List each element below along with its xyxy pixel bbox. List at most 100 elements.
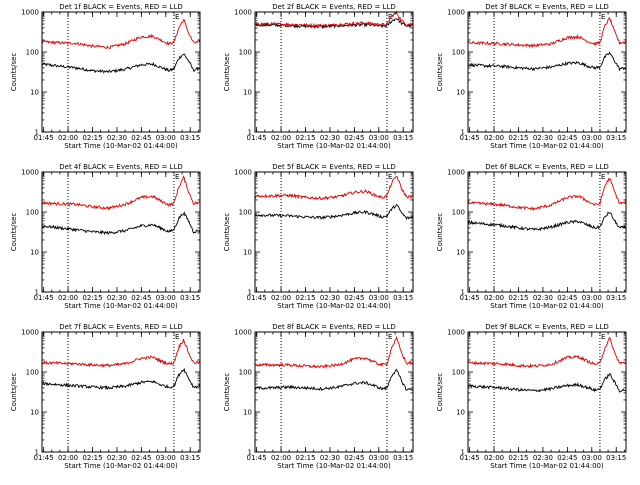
chart-3-xtick-label: 02:30 <box>533 134 553 142</box>
chart-5: Det 5f BLACK = Events, RED = LLD Counts/s… <box>223 163 414 310</box>
chart-7-ytick-label: 10 <box>30 409 39 417</box>
chart-5-frame <box>254 171 414 293</box>
chart-3-ytick-label: 1 <box>461 129 465 137</box>
chart-2-xlabel: Start Time (10-Mar-02 01:44:00) <box>277 142 391 150</box>
chart-8-marker-label: E <box>388 333 392 341</box>
chart-5-marker-label: E <box>388 173 392 181</box>
chart-5-xtick-label: 02:15 <box>295 294 315 302</box>
chart-1-ytick-label: 1 <box>35 129 39 137</box>
chart-5-xtick-label: 02:00 <box>271 294 291 302</box>
chart-4-xtick-label: 02:45 <box>131 294 151 302</box>
chart-5-xtick-label: 03:15 <box>393 294 413 302</box>
chart-3-lld-series <box>467 16 627 49</box>
chart-1-lld-series <box>41 19 201 50</box>
chart-4-ytick-label: 1 <box>35 289 39 297</box>
chart-3-xtick-label: 01:45 <box>460 134 480 142</box>
chart-3-title: Det 3f BLACK = Events, RED = LLD <box>485 3 608 11</box>
chart-4-xlabel: Start Time (10-Mar-02 01:44:00) <box>64 302 178 310</box>
chart-1-marker-label: E <box>175 13 179 21</box>
chart-8-xtick-label: 02:30 <box>320 454 340 462</box>
chart-4-title: Det 4f BLACK = Events, RED = LLD <box>59 163 182 171</box>
chart-7-ytick-label: 1 <box>35 449 39 457</box>
chart-7-xtick-label: 03:00 <box>156 454 176 462</box>
chart-5-xtick-label: 03:00 <box>369 294 389 302</box>
chart-9-xtick-label: 03:00 <box>582 454 602 462</box>
chart-6-ytick-label: 1000 <box>447 169 465 177</box>
chart-9-ytick-label: 1 <box>461 449 465 457</box>
chart-2-xtick-label: 03:15 <box>393 134 413 142</box>
chart-7-ytick-label: 1000 <box>21 329 39 337</box>
chart-2-xtick-label: 02:15 <box>295 134 315 142</box>
chart-9-events-series <box>467 372 627 393</box>
chart-3-xtick-label: 02:15 <box>508 134 528 142</box>
chart-1-ytick-label: 10 <box>30 89 39 97</box>
chart-1-xtick-label: 02:30 <box>107 134 127 142</box>
chart-7-xtick-label: 03:15 <box>180 454 200 462</box>
chart-6-xlabel: Start Time (10-Mar-02 01:44:00) <box>490 302 604 310</box>
chart-1-xtick-label: 02:15 <box>82 134 102 142</box>
chart-6-xtick-label: 02:45 <box>557 294 577 302</box>
chart-9: Det 9f BLACK = Events, RED = LLD Counts/s… <box>436 323 627 470</box>
chart-2-xtick-label: 01:45 <box>247 134 267 142</box>
chart-1-xtick-label: 01:45 <box>34 134 54 142</box>
chart-4-ytick-label: 10 <box>30 249 39 257</box>
chart-5-xlabel: Start Time (10-Mar-02 01:44:00) <box>277 302 391 310</box>
chart-1-ytick-label: 1000 <box>21 9 39 17</box>
chart-2-lld-series <box>254 10 414 28</box>
chart-7-frame <box>41 331 201 453</box>
chart-6-ytick-label: 10 <box>456 249 465 257</box>
chart-4-ytick-label: 100 <box>26 209 39 217</box>
chart-3-xtick-label: 03:15 <box>606 134 626 142</box>
chart-2-ytick-label: 100 <box>239 49 252 57</box>
chart-4-events-series <box>41 210 201 236</box>
chart-7-xtick-label: 02:30 <box>107 454 127 462</box>
chart-9-ytick-label: 10 <box>456 409 465 417</box>
chart-3: Det 3f BLACK = Events, RED = LLD Counts/s… <box>436 3 627 150</box>
chart-8-ytick-label: 10 <box>243 409 252 417</box>
chart-4-xtick-label: 03:15 <box>180 294 200 302</box>
chart-6-xtick-label: 02:30 <box>533 294 553 302</box>
chart-9-xtick-label: 02:15 <box>508 454 528 462</box>
chart-3-ytick-label: 10 <box>456 89 465 97</box>
chart-9-title: Det 9f BLACK = Events, RED = LLD <box>485 323 608 331</box>
chart-8-ytick-label: 100 <box>239 369 252 377</box>
chart-8-xtick-label: 02:45 <box>344 454 364 462</box>
chart-7-marker-label: E <box>175 333 179 341</box>
chart-7-xtick-label: 02:45 <box>131 454 151 462</box>
chart-5-ylabel: Counts/sec <box>223 213 231 252</box>
chart-9-xtick-label: 02:30 <box>533 454 553 462</box>
chart-8-xtick-label: 01:45 <box>247 454 267 462</box>
chart-8-xtick-label: 03:15 <box>393 454 413 462</box>
chart-8-xtick-label: 03:00 <box>369 454 389 462</box>
chart-6-ytick-label: 1 <box>461 289 465 297</box>
chart-2-ylabel: Counts/sec <box>223 53 231 92</box>
chart-8-title: Det 8f BLACK = Events, RED = LLD <box>272 323 395 331</box>
chart-3-xtick-label: 02:45 <box>557 134 577 142</box>
chart-4-lld-series <box>41 175 201 211</box>
chart-4-frame <box>41 171 201 293</box>
chart-9-ytick-label: 100 <box>452 369 465 377</box>
chart-9-xtick-label: 01:45 <box>460 454 480 462</box>
chart-1-xtick-label: 03:15 <box>180 134 200 142</box>
chart-9-xtick-label: 02:45 <box>557 454 577 462</box>
chart-5-title: Det 5f BLACK = Events, RED = LLD <box>272 163 395 171</box>
chart-7-xtick-label: 02:00 <box>58 454 78 462</box>
chart-1-xtick-label: 02:45 <box>131 134 151 142</box>
chart-9-xtick-label: 02:00 <box>484 454 504 462</box>
chart-8-xtick-label: 02:00 <box>271 454 291 462</box>
chart-6-title: Det 6f BLACK = Events, RED = LLD <box>485 163 608 171</box>
chart-5-xtick-label: 01:45 <box>247 294 267 302</box>
chart-9-marker-label: E <box>601 333 605 341</box>
chart-9-xlabel: Start Time (10-Mar-02 01:44:00) <box>490 462 604 470</box>
chart-1-ylabel: Counts/sec <box>10 53 18 92</box>
chart-6-xtick-label: 03:15 <box>606 294 626 302</box>
chart-1-xtick-label: 03:00 <box>156 134 176 142</box>
chart-3-ylabel: Counts/sec <box>436 53 444 92</box>
chart-2-frame <box>254 11 414 133</box>
chart-7-events-series <box>42 367 201 391</box>
chart-6-xtick-label: 02:15 <box>508 294 528 302</box>
chart-9-ylabel: Counts/sec <box>436 373 444 412</box>
chart-3-frame <box>467 11 627 133</box>
